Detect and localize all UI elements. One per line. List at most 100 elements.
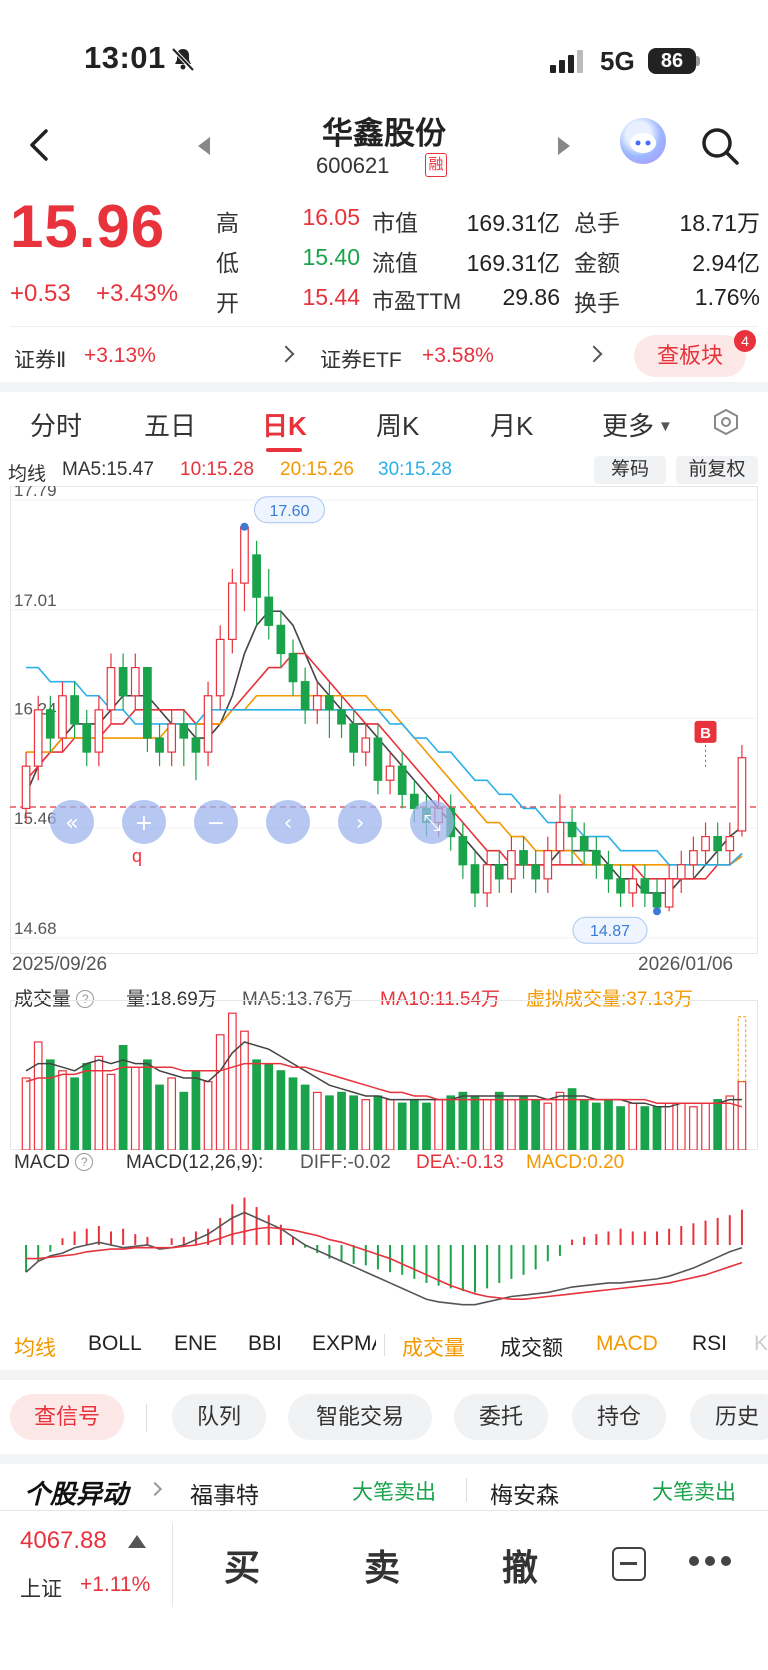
- indicator-tab[interactable]: 均线: [14, 1337, 56, 1360]
- help-icon[interactable]: ?: [75, 1153, 94, 1171]
- candle-body: [725, 835, 735, 852]
- queue-button[interactable]: 队列: [172, 1394, 266, 1440]
- chip-distribution-button[interactable]: 筹码: [594, 456, 666, 484]
- conditional-order-icon[interactable]: [612, 1547, 646, 1581]
- ai-assistant-icon[interactable]: [620, 118, 666, 164]
- check-sector-button[interactable]: 查板块: [634, 335, 746, 377]
- indicator-tab[interactable]: EXPMA: [312, 1332, 376, 1355]
- total-volume-value: 18.71万: [679, 210, 760, 236]
- anomaly-stock-name: 福事特: [190, 1482, 259, 1508]
- indicator-tab[interactable]: KDJ: [754, 1332, 768, 1355]
- tab-more[interactable]: 更多 ▼: [602, 406, 673, 443]
- tab-monthly-k[interactable]: 月K: [490, 411, 534, 441]
- indicator-tab[interactable]: ENE: [174, 1332, 218, 1355]
- volume-title[interactable]: 成交量 ?: [14, 984, 95, 1011]
- divider: [466, 1478, 467, 1502]
- stock-anomaly-ticker[interactable]: 个股异动 福事特 大笔卖出 梅安森 大笔卖出: [0, 1466, 768, 1510]
- action-pills: 查信号 队列 智能交易 委托 持仓 历史: [0, 1386, 768, 1448]
- volume-bar: [191, 1070, 201, 1150]
- buy-button[interactable]: 买: [224, 1547, 261, 1588]
- search-icon[interactable]: [700, 126, 740, 166]
- next-stock-arrow-icon[interactable]: [558, 137, 570, 155]
- chevron-right-icon[interactable]: [277, 345, 295, 363]
- forward-adjust-button[interactable]: 前复权: [676, 456, 758, 484]
- macd-chart[interactable]: [10, 1180, 758, 1310]
- macd-title[interactable]: MACD ?: [14, 1152, 94, 1174]
- fullscreen-button[interactable]: [410, 800, 454, 844]
- total-volume-label: 总手: [574, 210, 620, 236]
- indicator-tab[interactable]: RSI: [692, 1332, 728, 1355]
- more-options-icon[interactable]: [688, 1555, 732, 1567]
- sector-pct-securities[interactable]: +3.13%: [84, 344, 156, 367]
- anomaly-title: 个股异动: [24, 1479, 129, 1509]
- candle-body: [567, 821, 577, 838]
- candle-body: [604, 864, 613, 880]
- candle-body: [312, 695, 322, 711]
- indicator-tab[interactable]: MACD: [596, 1332, 658, 1355]
- zoom-out-icon: −: [207, 811, 225, 836]
- volume-bar: [349, 1095, 359, 1150]
- scroll-left-button[interactable]: [50, 800, 94, 844]
- volume-bar: [579, 1098, 589, 1150]
- tab-more-label: 更多: [602, 411, 655, 441]
- candle-body: [482, 864, 492, 894]
- step-right-button[interactable]: [338, 800, 382, 844]
- candle-body: [701, 835, 710, 852]
- volume-bar: [689, 1106, 698, 1150]
- sector-name-securities[interactable]: 证券Ⅱ: [14, 349, 67, 372]
- candle-body: [470, 864, 480, 894]
- volume-bar: [70, 1077, 79, 1150]
- margin-trading-badge: 融: [425, 153, 447, 177]
- macd-value: MACD:0.20: [526, 1152, 625, 1173]
- candle-body: [203, 695, 213, 753]
- high-label: 高: [216, 210, 239, 236]
- tab-daily-k[interactable]: 日K: [262, 411, 307, 441]
- volume-bar: [118, 1044, 128, 1150]
- cellular-signal-icon: [550, 50, 583, 73]
- check-signal-button[interactable]: 查信号: [10, 1394, 124, 1440]
- candlestick-chart[interactable]: 17.79 17.01 16.24 15.46 14.68 17.60 14.87 B « + − ‹…: [10, 486, 758, 954]
- sector-pct-etf[interactable]: +3.58%: [422, 344, 494, 367]
- zoom-out-button[interactable]: [194, 800, 238, 844]
- section-divider: [0, 1454, 768, 1464]
- positions-button[interactable]: 持仓: [572, 1394, 666, 1440]
- volume-bar: [616, 1106, 625, 1150]
- sell-button[interactable]: 卖: [364, 1547, 401, 1588]
- smart-trade-button[interactable]: 智能交易: [288, 1394, 432, 1440]
- tab-intraday[interactable]: 分时: [30, 411, 83, 441]
- chevron-right-icon[interactable]: [585, 345, 603, 363]
- indicator-tab[interactable]: 成交量: [402, 1337, 465, 1360]
- sector-name-etf[interactable]: 证券ETF: [320, 349, 402, 372]
- indicator-tab[interactable]: BBI: [248, 1332, 282, 1355]
- macd-dea-line: [26, 1226, 743, 1301]
- tab-five-day[interactable]: 五日: [144, 411, 197, 441]
- candle-body: [519, 850, 528, 866]
- history-button[interactable]: 历史: [690, 1394, 768, 1440]
- chart-settings-icon[interactable]: [712, 408, 740, 436]
- volume-bar: [385, 1098, 395, 1150]
- volume-bar: [337, 1091, 346, 1150]
- candle-body: [94, 709, 104, 753]
- y-tick-label: 14.68: [14, 919, 57, 938]
- indicator-tab[interactable]: 成交额: [500, 1337, 563, 1360]
- cancel-order-button[interactable]: 撤: [502, 1547, 539, 1588]
- back-arrow-icon[interactable]: [26, 128, 54, 162]
- low-marker: [653, 907, 661, 916]
- macd-params: MACD(12,26,9):: [126, 1152, 264, 1173]
- candle-body: [264, 596, 274, 626]
- orders-button[interactable]: 委托: [454, 1394, 548, 1440]
- index-name[interactable]: 上证: [20, 1578, 62, 1601]
- zoom-in-button[interactable]: [122, 800, 166, 844]
- step-left-button[interactable]: [266, 800, 310, 844]
- prev-stock-arrow-icon[interactable]: [198, 137, 210, 155]
- volume-chart[interactable]: [10, 1000, 758, 1150]
- candle-body: [616, 878, 625, 894]
- help-icon[interactable]: ?: [76, 990, 95, 1008]
- index-value[interactable]: 4067.88: [20, 1527, 107, 1554]
- indicator-tab[interactable]: BOLL: [88, 1332, 142, 1355]
- candle-body: [82, 723, 92, 753]
- candle-body: [118, 666, 128, 697]
- tab-weekly-k[interactable]: 周K: [376, 411, 420, 441]
- ma-title[interactable]: 均线: [8, 464, 47, 485]
- candle-body: [494, 864, 504, 880]
